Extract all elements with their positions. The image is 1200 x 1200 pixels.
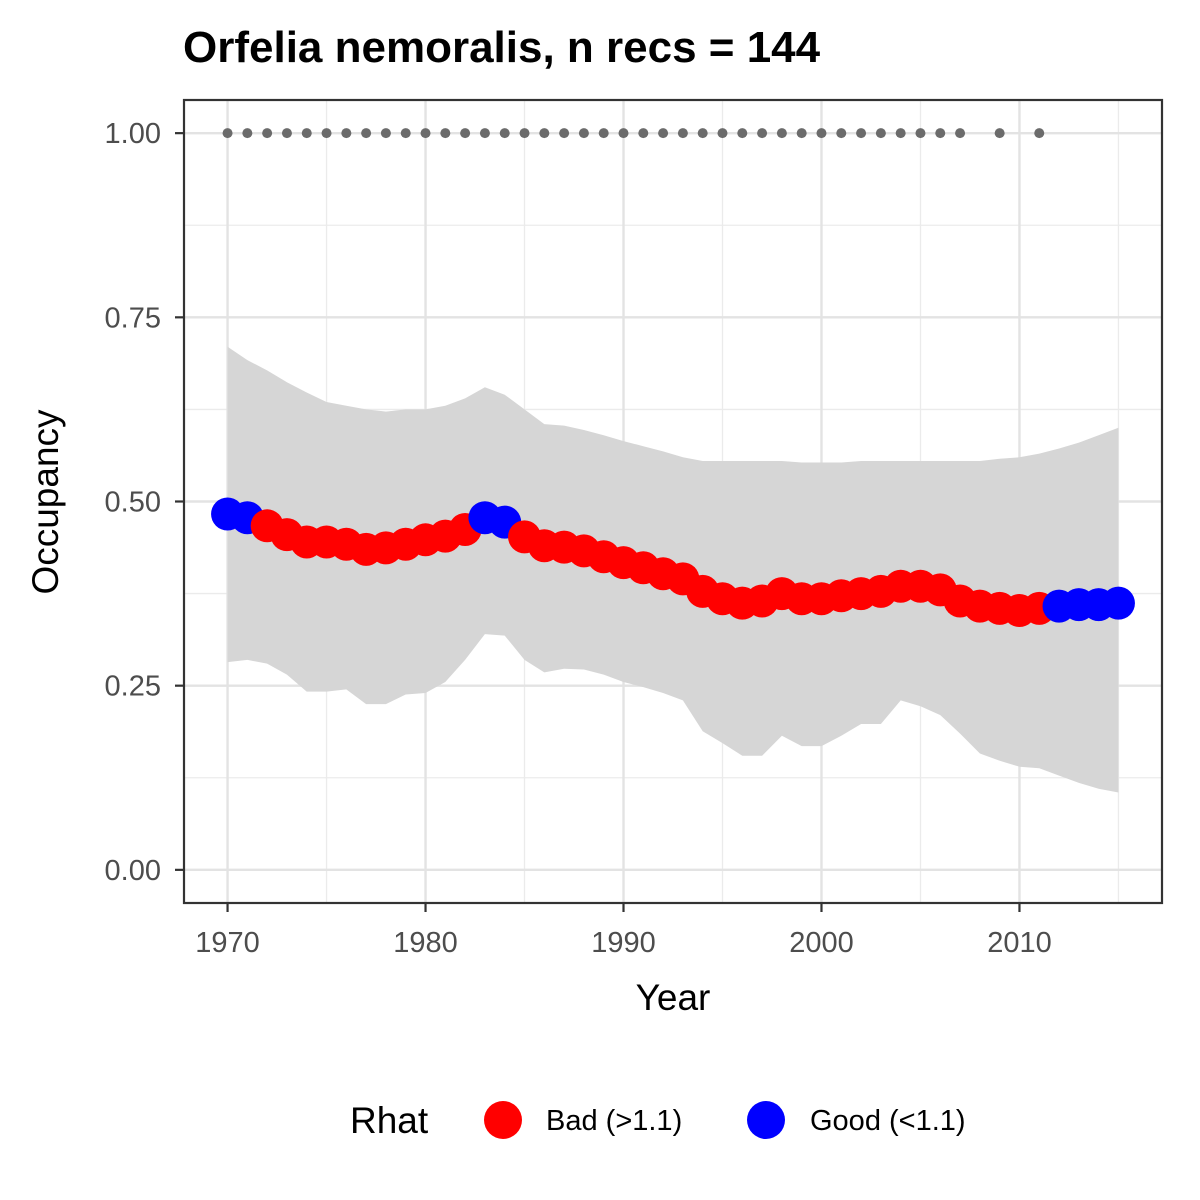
legend: Rhat Bad (>1.1) Good (<1.1) [350,1100,966,1141]
record-point [658,128,669,139]
x-tick-label: 1970 [195,927,260,959]
y-tick-label: 0.75 [105,302,161,334]
record-point [598,128,609,139]
record-point [757,128,768,139]
occupancy-points [211,497,1135,628]
y-axis-title: Occupancy [25,409,66,595]
record-point [895,128,906,139]
x-tick-label: 2010 [987,927,1052,959]
chart-title: Orfelia nemoralis, n recs = 144 [183,23,821,72]
record-point [400,128,411,139]
record-point [519,128,530,139]
record-point [638,128,649,139]
x-axis-ticks: 1970 1980 1990 2000 2010 [195,903,1052,959]
record-point [677,128,688,139]
record-points [222,128,1045,139]
x-tick-label: 1980 [393,927,458,959]
legend-key-good [747,1101,785,1139]
record-point [875,128,886,139]
record-point [420,128,431,139]
record-point [935,128,946,139]
record-point [440,128,451,139]
record-point [856,128,867,139]
record-point [915,128,926,139]
record-point [776,128,787,139]
legend-key-bad [484,1101,522,1139]
record-point [539,128,550,139]
legend-label-good: Good (<1.1) [810,1105,966,1137]
x-axis-title: Year [636,977,711,1018]
record-point [697,128,708,139]
record-point [361,128,372,139]
record-point [737,128,748,139]
record-point [578,128,589,139]
record-point [499,128,510,139]
record-point [479,128,490,139]
legend-label-bad: Bad (>1.1) [546,1105,682,1137]
occupancy-point [1101,586,1135,620]
record-point [796,128,807,139]
y-axis-ticks: 0.00 0.25 0.50 0.75 1.00 [105,118,184,887]
y-tick-label: 0.50 [105,487,161,519]
record-point [836,128,847,139]
record-point [618,128,629,139]
x-tick-label: 2000 [789,927,854,959]
record-point [222,128,233,139]
legend-title: Rhat [350,1100,429,1141]
record-point [559,128,570,139]
record-point [380,128,391,139]
y-tick-label: 0.00 [105,855,161,887]
record-point [460,128,471,139]
record-point [262,128,273,139]
record-point [281,128,292,139]
record-point [242,128,253,139]
x-tick-label: 1990 [591,927,656,959]
record-point [816,128,827,139]
y-tick-label: 1.00 [105,118,161,150]
y-tick-label: 0.25 [105,671,161,703]
record-point [321,128,332,139]
record-point [341,128,352,139]
record-point [955,128,966,139]
record-point [301,128,312,139]
record-point [994,128,1005,139]
record-point [717,128,728,139]
record-point [1034,128,1045,139]
